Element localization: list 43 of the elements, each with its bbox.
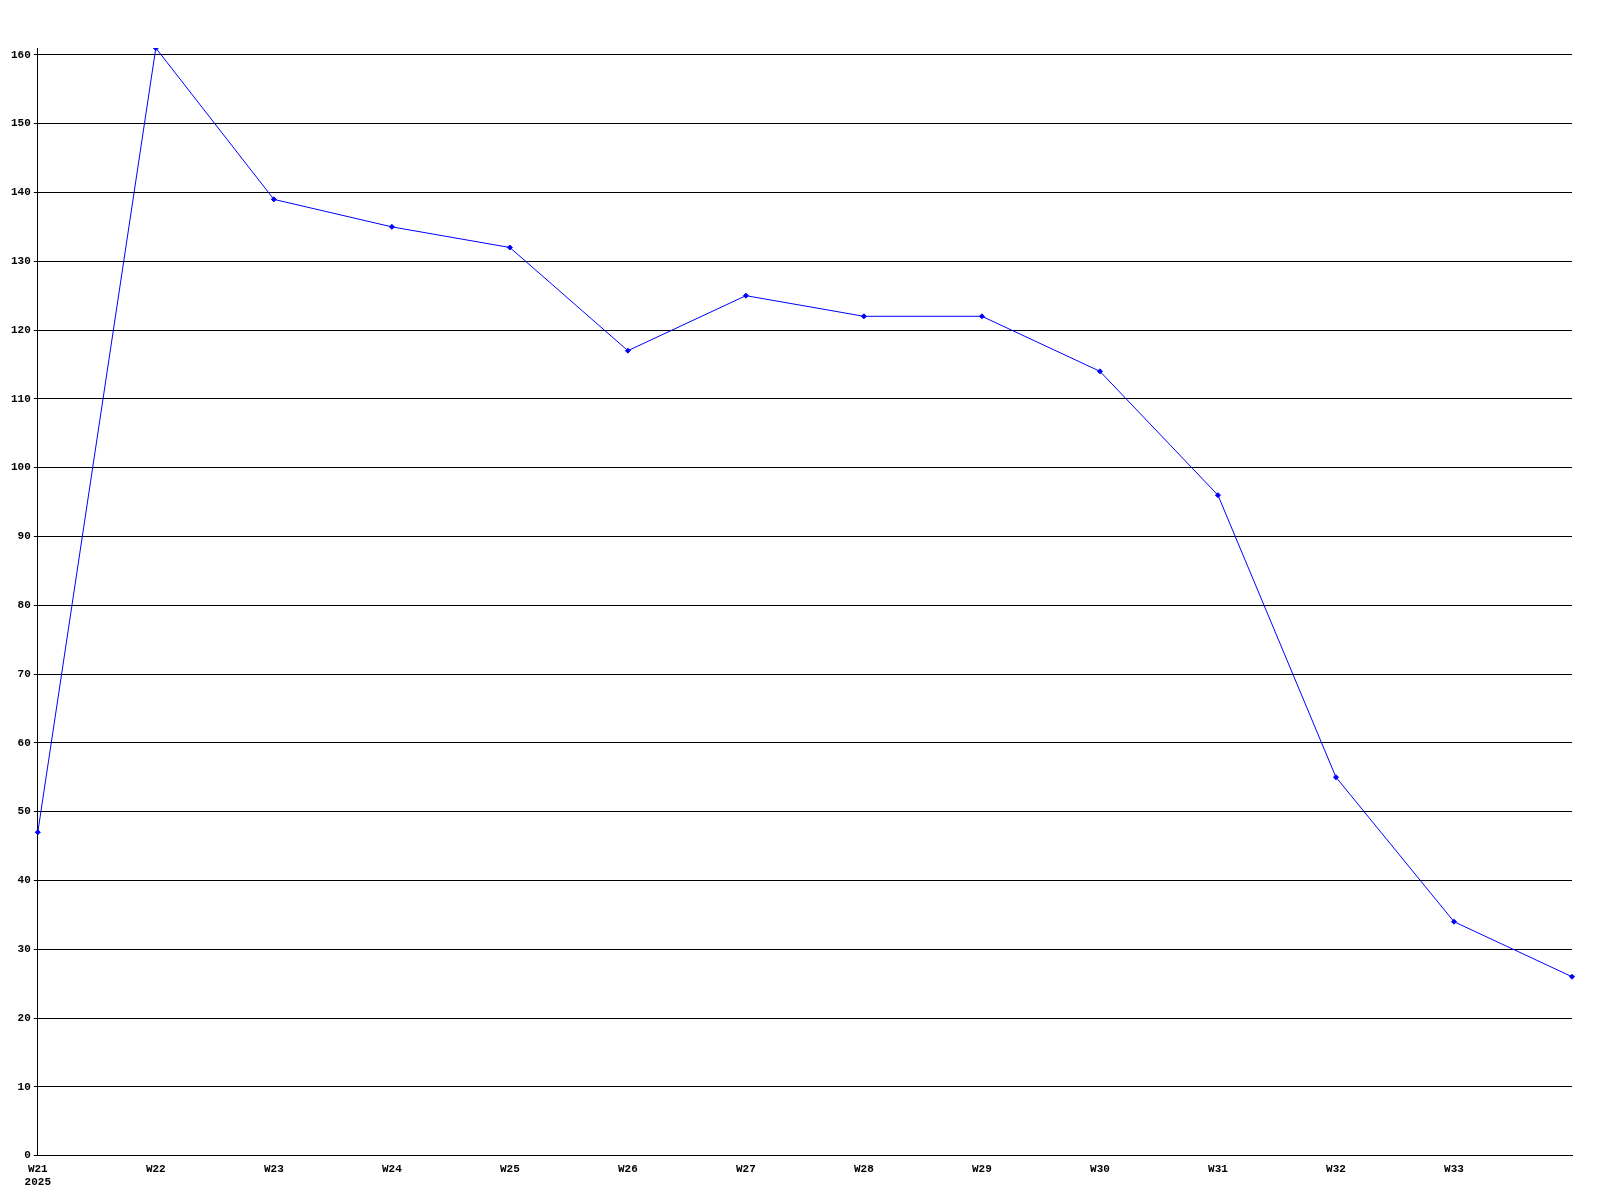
y-tick-label: 90 bbox=[17, 530, 31, 543]
point bbox=[742, 292, 749, 299]
y-tick-label: 150 bbox=[10, 117, 31, 130]
point bbox=[978, 313, 985, 320]
point bbox=[270, 196, 277, 203]
x-tick-label: W25 bbox=[499, 1162, 521, 1175]
y-tick-label: 70 bbox=[17, 667, 31, 680]
y-tick-label: 20 bbox=[17, 1011, 31, 1024]
y-tick-label: 130 bbox=[10, 255, 31, 268]
point bbox=[34, 829, 41, 836]
y-tick-label: 50 bbox=[17, 805, 31, 818]
y-tick-label: 100 bbox=[10, 461, 31, 474]
point bbox=[624, 347, 631, 354]
x-tick-label: W28 bbox=[854, 1162, 875, 1175]
x-tick-label: W23 bbox=[263, 1162, 285, 1175]
point bbox=[506, 244, 513, 251]
y-tick-label: 30 bbox=[17, 942, 31, 955]
y-tick-label: 120 bbox=[10, 323, 31, 336]
x-tick-label: W32 bbox=[1326, 1162, 1346, 1175]
point bbox=[1214, 492, 1221, 499]
x-tick-label: W27 bbox=[735, 1162, 756, 1175]
x-tick-label: W21 2025 bbox=[24, 1162, 52, 1189]
x-tick-label: W30 bbox=[1090, 1162, 1110, 1175]
x-tick-label: W29 bbox=[972, 1162, 992, 1175]
x-tick-label: W26 bbox=[617, 1162, 638, 1175]
point bbox=[860, 313, 867, 320]
x-tick-label: W24 bbox=[381, 1162, 403, 1175]
x-tick-label: W33 bbox=[1444, 1162, 1465, 1175]
y-tick-label: 40 bbox=[17, 874, 31, 887]
point bbox=[1332, 774, 1339, 781]
y-tick-label: 160 bbox=[10, 48, 31, 61]
y-tick-label: 10 bbox=[17, 1080, 31, 1093]
y-tick-label: 0 bbox=[24, 1149, 31, 1162]
y-tick-label: 80 bbox=[17, 599, 31, 612]
y-tick-label: 110 bbox=[10, 392, 31, 405]
x-tick-label: W22 bbox=[145, 1162, 166, 1175]
point bbox=[1450, 918, 1457, 925]
x-tick-label: W31 bbox=[1208, 1162, 1229, 1175]
y-tick-label: 140 bbox=[10, 186, 31, 199]
point bbox=[388, 223, 395, 230]
point bbox=[1569, 973, 1575, 980]
point bbox=[1096, 368, 1103, 375]
y-tick-label: 60 bbox=[17, 736, 31, 749]
